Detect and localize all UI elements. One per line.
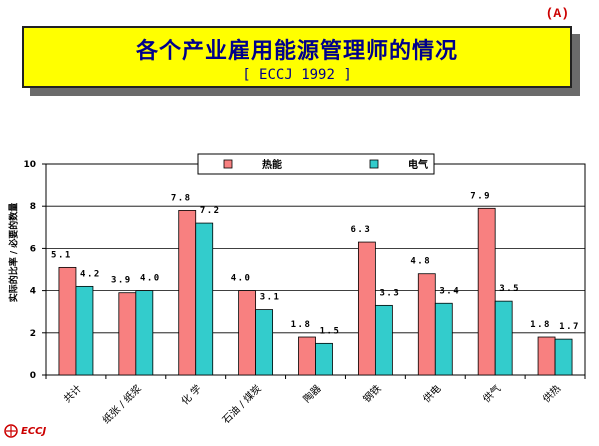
data-label: 4.0 <box>231 274 252 284</box>
y-tick-label: 6 <box>30 244 36 254</box>
x-category-label: 陶器 <box>300 382 323 405</box>
eccj-logo-icon <box>4 424 18 438</box>
x-category-label: 供电 <box>420 382 443 405</box>
corner-tag: (A) <box>545 6 569 21</box>
bar-thermal <box>178 210 197 376</box>
eccj-logo: ECCJ <box>4 424 46 438</box>
page-title: 各个产业雇用能源管理师的情况 <box>135 39 458 64</box>
data-label: 7.8 <box>171 193 192 203</box>
legend-label: 热能 <box>262 158 282 171</box>
bar-thermal <box>238 290 257 376</box>
data-label: 4.2 <box>80 269 101 279</box>
data-label: 4.0 <box>140 274 161 284</box>
data-label: 3.5 <box>499 284 520 294</box>
title-banner: 各个产业雇用能源管理师的情况 [ ECCJ 1992 ] <box>22 26 572 88</box>
data-label: 1.5 <box>320 326 341 336</box>
bar-electric <box>494 300 513 376</box>
legend-swatch <box>369 159 379 169</box>
data-label: 1.8 <box>530 320 551 330</box>
bar-thermal <box>537 336 556 376</box>
data-label: 7.2 <box>200 206 221 216</box>
x-category-label: 化 学 <box>178 382 204 408</box>
y-tick-label: 8 <box>30 202 36 212</box>
bar-electric <box>434 302 453 376</box>
y-axis-label: 实际的比率 / 必要的数量 <box>9 202 20 303</box>
data-label: 3.1 <box>260 293 281 303</box>
data-label: 5.1 <box>51 250 72 260</box>
bar-thermal <box>357 241 376 376</box>
y-tick-label: 10 <box>23 160 36 170</box>
bar-electric <box>195 222 214 376</box>
legend-box <box>197 153 435 175</box>
x-category-label: 钢铁 <box>360 382 383 405</box>
legend-label: 电气 <box>408 158 428 171</box>
x-category-label: 供热 <box>540 382 563 405</box>
bar-electric <box>75 285 94 376</box>
logo-text: ECCJ <box>21 425 47 437</box>
bar-electric <box>374 304 393 376</box>
bar-electric <box>135 290 154 376</box>
data-label: 7.9 <box>470 191 491 201</box>
data-label: 1.8 <box>291 320 312 330</box>
legend-swatch <box>223 159 233 169</box>
y-tick-label: 2 <box>30 329 36 339</box>
page-subtitle: [ ECCJ 1992 ] <box>242 67 352 83</box>
bar-electric <box>315 342 333 376</box>
bar-electric <box>554 338 573 376</box>
bar-thermal <box>417 273 436 376</box>
data-label: 3.9 <box>111 276 132 286</box>
bar-thermal <box>58 266 77 376</box>
bar-electric <box>255 309 274 376</box>
data-label: 6.3 <box>351 225 372 235</box>
x-category-label: 供气 <box>480 382 503 405</box>
x-category-label: 纸张 / 纸浆 <box>100 382 144 426</box>
data-label: 3.4 <box>439 286 460 296</box>
data-label: 3.3 <box>380 288 401 298</box>
bar-thermal <box>298 336 316 376</box>
x-category-label: 共计 <box>61 382 84 405</box>
y-tick-label: 4 <box>30 287 36 297</box>
bar-thermal <box>118 292 137 376</box>
y-tick-label: 0 <box>30 371 36 381</box>
bar-thermal <box>477 207 496 376</box>
data-label: 1.7 <box>559 322 580 332</box>
x-category-label: 石油 / 煤炭 <box>219 382 263 426</box>
data-label: 4.8 <box>410 257 431 267</box>
